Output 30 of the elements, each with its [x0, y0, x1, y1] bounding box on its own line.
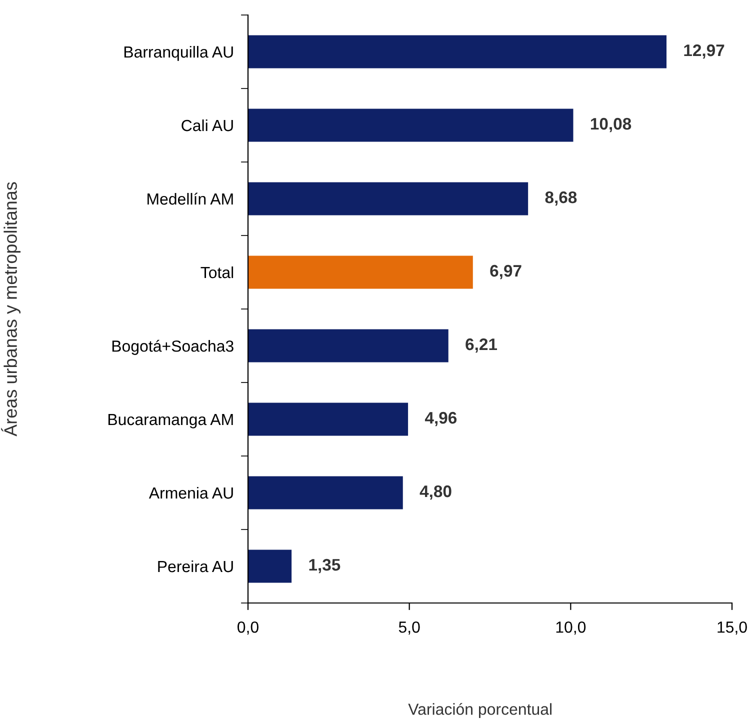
- bar: [248, 329, 448, 362]
- x-tick-label: 0,0: [238, 621, 258, 635]
- data-label: 6,21: [466, 338, 498, 353]
- bar: [248, 402, 408, 436]
- y-tick-label: Total: [200, 266, 234, 278]
- data-label: 12,97: [684, 44, 724, 59]
- bar: [248, 35, 666, 68]
- y-axis-title: Áreas urbanas y metropolitanas: [1, 182, 21, 436]
- data-label: 4,80: [420, 485, 452, 500]
- x-tick-label: 5,0: [398, 621, 420, 635]
- y-tick-label: Cali AU: [182, 119, 233, 132]
- y-tick-label: Armenia AU: [148, 486, 233, 499]
- data-label: 6,97: [490, 264, 522, 280]
- bar: [248, 476, 403, 510]
- bar: [248, 108, 574, 142]
- x-tick-label: 10,0: [556, 621, 586, 635]
- y-tick-label: Pereira AU: [158, 560, 233, 572]
- y-tick-label: Medellín AM: [148, 192, 233, 205]
- x-axis-title: Variación porcentual: [408, 702, 552, 718]
- data-label: 1,35: [309, 558, 340, 574]
- data-label: 10,08: [590, 118, 632, 132]
- x-tick-label: 15,0: [718, 621, 747, 635]
- bar: [248, 256, 473, 289]
- bar: [248, 550, 292, 583]
- y-tick-label: Bogotá+Soacha3: [112, 340, 234, 355]
- y-tick-label: Barranquilla AU: [124, 46, 233, 61]
- data-label: 4,96: [424, 412, 457, 426]
- bar: [248, 182, 528, 216]
- y-tick-label: Bucaramanga AM: [108, 414, 233, 428]
- data-label: 8,68: [545, 191, 577, 206]
